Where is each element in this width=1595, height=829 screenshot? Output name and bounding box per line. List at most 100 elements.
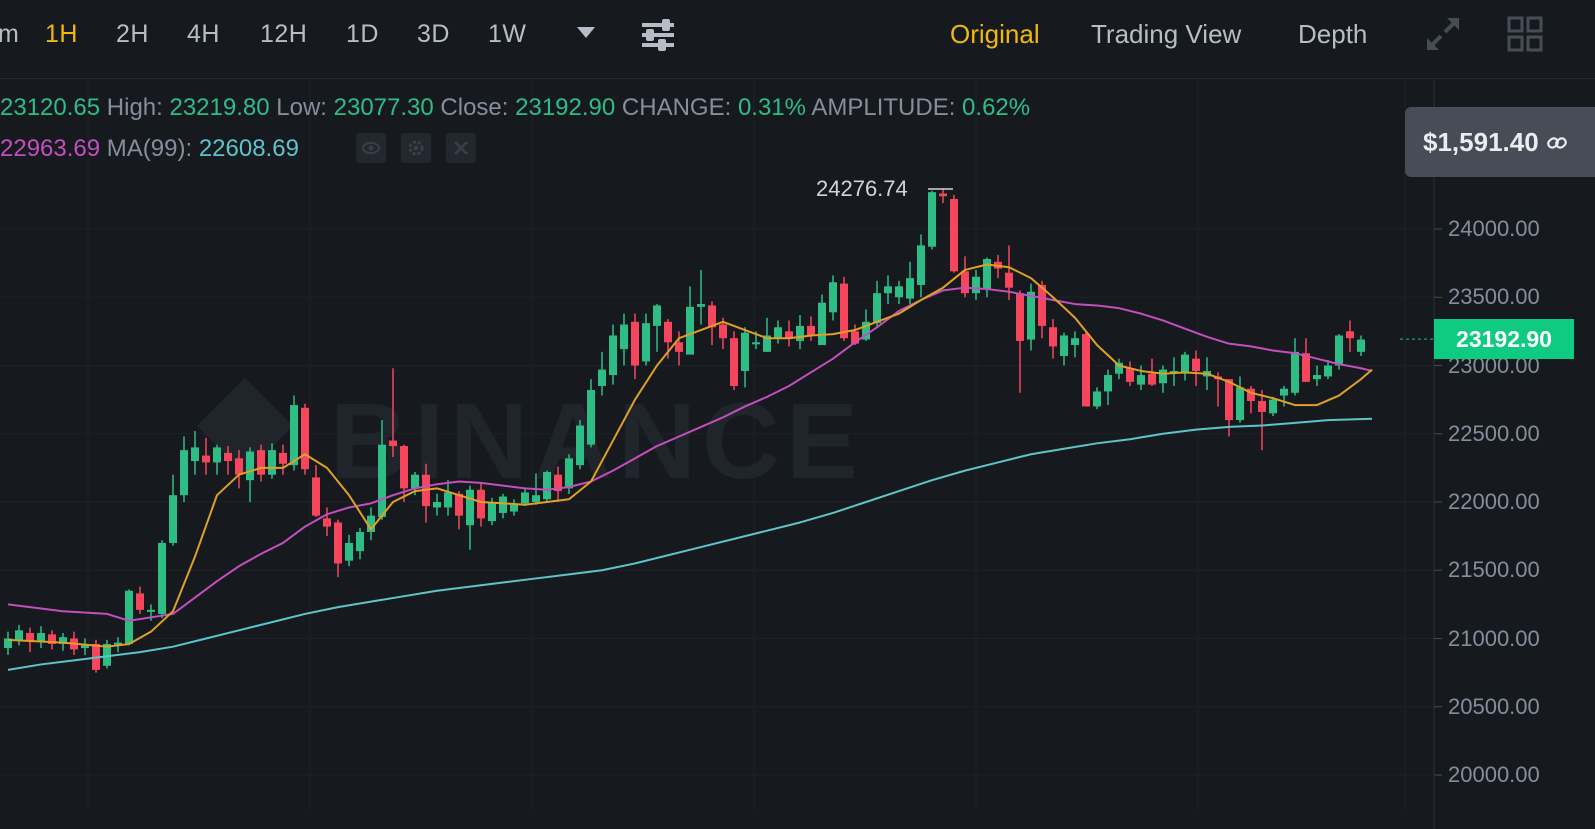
candle	[686, 286, 694, 355]
candle-body	[1280, 388, 1288, 396]
candle	[576, 420, 584, 470]
candle-body	[213, 447, 221, 463]
moving-average-lines	[7, 263, 1373, 671]
candle	[26, 627, 34, 653]
candle-body	[389, 440, 397, 447]
binance-watermark: BINANCE	[330, 380, 864, 501]
candle	[389, 368, 397, 457]
candle	[631, 313, 639, 380]
layout-grid-icon[interactable]	[1507, 16, 1543, 52]
candle-body	[1159, 369, 1167, 384]
candle-body	[1313, 375, 1321, 380]
candle	[1082, 331, 1090, 407]
candle	[763, 317, 771, 352]
last-price-badge: 23192.90	[1434, 319, 1574, 360]
candle	[235, 450, 243, 489]
candle	[48, 630, 56, 650]
candle-body	[829, 282, 837, 313]
candle-body	[1357, 339, 1365, 352]
candle	[620, 313, 628, 366]
candle	[1027, 283, 1035, 351]
candle	[444, 480, 452, 516]
candle	[477, 482, 485, 527]
candle-body	[1324, 365, 1332, 377]
candle-body	[1302, 353, 1310, 382]
candle	[367, 507, 375, 541]
candle-body	[312, 477, 320, 516]
candle	[895, 280, 903, 305]
candle-body	[202, 455, 210, 463]
candle-body	[906, 278, 914, 299]
interval-12h[interactable]: 12H	[260, 20, 308, 48]
view-trading-view-tab[interactable]: Trading View	[1091, 19, 1242, 49]
candle	[334, 519, 342, 578]
interval-minutes-partial[interactable]: m	[0, 20, 20, 48]
view-depth-tab[interactable]: Depth	[1298, 19, 1368, 49]
more-intervals-chevron-down-icon[interactable]	[577, 27, 595, 38]
candle	[1038, 280, 1046, 339]
candle-body	[763, 335, 771, 352]
candle-body	[1192, 358, 1200, 371]
candle	[884, 275, 892, 305]
view-original-tab[interactable]: Original	[950, 19, 1040, 49]
candle-body	[554, 474, 562, 492]
candle	[312, 465, 320, 518]
interval-2h[interactable]: 2H	[116, 20, 149, 48]
axis-tick-label: 20000.00	[1448, 762, 1540, 787]
candle-body	[257, 450, 265, 475]
candle	[829, 275, 837, 321]
candle-body	[114, 642, 122, 645]
candle	[774, 320, 782, 344]
candle	[1016, 290, 1024, 393]
candle-body	[1181, 354, 1189, 374]
high-marker-label: 24276.74	[816, 176, 908, 201]
interval-1w[interactable]: 1W	[488, 20, 527, 48]
candle-body	[26, 633, 34, 642]
axis-tick-label: 24000.00	[1448, 216, 1540, 241]
candle-body	[1060, 335, 1068, 356]
candle-body	[961, 271, 969, 294]
candle	[1192, 350, 1200, 386]
candle-body	[246, 451, 254, 481]
candle	[1236, 376, 1244, 423]
watermark-logo	[197, 378, 293, 474]
candle	[785, 320, 793, 347]
indicator-settings-sliders-icon[interactable]	[640, 18, 676, 52]
change-value: 0.31%	[737, 94, 806, 121]
candle	[1346, 320, 1354, 352]
candle-body	[81, 643, 89, 649]
candle	[290, 395, 298, 471]
candle-body	[972, 276, 980, 294]
indicator-remove-close-icon[interactable]	[446, 133, 476, 163]
candle	[609, 324, 617, 385]
interval-3d[interactable]: 3D	[417, 20, 450, 48]
candle	[587, 379, 595, 448]
indicator-visibility-eye-icon[interactable]	[356, 133, 386, 163]
candle-body	[1027, 291, 1035, 340]
candle	[1115, 358, 1123, 380]
candle-body	[1049, 327, 1057, 347]
candle-body	[1269, 399, 1277, 414]
indicator-settings-gear-icon[interactable]	[401, 133, 431, 163]
candle-body	[587, 390, 595, 445]
candle	[730, 331, 738, 391]
candle	[1126, 361, 1134, 386]
interval-1d[interactable]: 1D	[346, 20, 379, 48]
candle-body	[48, 634, 56, 644]
interval-4h[interactable]: 4H	[187, 20, 220, 48]
interval-1h[interactable]: 1H	[45, 20, 78, 48]
chart-toolbar: m 1H 2H 4H 12H 1D 3D 1W Original Trading…	[0, 0, 1595, 79]
close-label: Close:	[440, 94, 509, 121]
price-tag-link[interactable]: $1,591.40	[1405, 107, 1595, 177]
candle-body	[455, 493, 463, 516]
candle-body	[774, 327, 782, 339]
candle-body	[730, 338, 738, 386]
candle-body	[1115, 362, 1123, 374]
axis-tick-label: 22500.00	[1448, 420, 1540, 446]
high-value: 23219.80	[169, 94, 270, 121]
candle	[741, 327, 749, 388]
high-label: High:	[106, 94, 163, 121]
low-value: 23077.30	[333, 94, 434, 121]
fullscreen-expand-icon[interactable]	[1425, 16, 1461, 52]
